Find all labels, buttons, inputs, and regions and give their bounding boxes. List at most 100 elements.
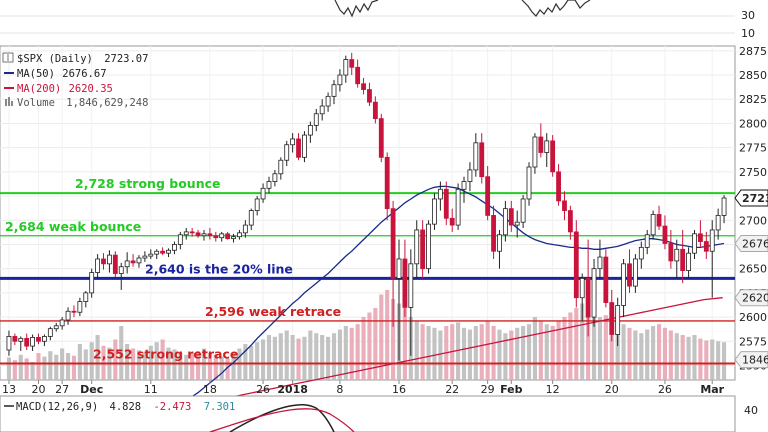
candle-body-up: [650, 214, 656, 236]
candle: [437, 181, 443, 211]
volume-bar: [36, 353, 41, 380]
candle-body-up: [497, 234, 502, 252]
candle: [508, 200, 514, 232]
volume-bar: [272, 336, 277, 380]
volume-bar: [651, 326, 656, 380]
candle-body-down: [195, 232, 201, 237]
date-axis: 132027Dec11182620188162229Feb122026Mar12…: [2, 380, 725, 396]
candle: [621, 258, 626, 318]
indicator-line-2: [521, 0, 591, 17]
candle-body-down: [449, 217, 455, 226]
price-tick-2825: 2825: [739, 93, 767, 106]
volume-bar: [278, 333, 283, 380]
candle-body-down: [207, 233, 213, 237]
volume-bar: [438, 330, 443, 380]
candle-body-up: [290, 138, 296, 146]
candle-body-up: [47, 328, 53, 337]
candle: [237, 229, 242, 240]
candle: [414, 220, 420, 279]
volume-bar: [48, 351, 53, 380]
candle: [550, 135, 556, 177]
candle-body-up: [30, 337, 36, 347]
candle-body-down: [567, 210, 573, 233]
volume-bar: [568, 312, 573, 380]
candle-body-up: [709, 229, 715, 252]
candle: [632, 254, 638, 293]
top-tick-10: 10: [741, 27, 755, 40]
candle: [514, 210, 520, 238]
candle-body-up: [343, 59, 349, 76]
x-label-26: 26: [256, 383, 270, 396]
candle: [254, 196, 260, 216]
volume-bar: [349, 327, 354, 380]
candle-body-up: [142, 255, 148, 259]
candle-body-down: [24, 337, 30, 347]
candle: [24, 333, 30, 350]
candle: [101, 253, 106, 270]
candle-body-up: [408, 263, 414, 308]
candle: [627, 249, 632, 293]
volume-bar: [95, 335, 100, 380]
volume-bar: [113, 339, 118, 380]
candle: [272, 169, 278, 187]
candle: [284, 140, 290, 167]
candle-body-up: [302, 134, 307, 158]
candle: [260, 183, 266, 203]
legend-ma50-value: 2676.67: [62, 68, 106, 80]
level-label-2728: 2,728 strong bounce: [75, 176, 220, 191]
candle: [396, 239, 402, 361]
volume-bar: [373, 308, 378, 380]
candle-body-up: [437, 188, 443, 200]
candle: [372, 96, 378, 124]
macd-value-2: -2.473: [153, 401, 191, 413]
candle: [408, 249, 414, 356]
candle: [278, 157, 284, 180]
candle-body-up: [231, 236, 236, 240]
candle-body-down: [603, 256, 609, 303]
volume-bar: [680, 335, 685, 380]
volume-bar: [172, 349, 177, 380]
candle: [573, 220, 579, 308]
top-tick-30: 30: [741, 9, 755, 22]
volume-bar: [597, 317, 603, 380]
candle: [680, 229, 686, 284]
candle-body-down: [160, 250, 166, 254]
x-label-11: 11: [144, 383, 158, 396]
candle: [177, 231, 183, 250]
legend-volume-label: Volume: [17, 97, 55, 109]
candle-body-up: [59, 319, 65, 327]
candle-body-up: [95, 258, 101, 273]
candle-body-up: [83, 292, 89, 302]
candle-body-down: [573, 231, 579, 299]
candle: [449, 208, 455, 232]
volume-bar: [550, 326, 555, 380]
candle-body-down: [213, 235, 219, 239]
candle-body-down: [355, 66, 361, 85]
volume-bar: [532, 317, 537, 380]
candle: [538, 123, 544, 158]
candle: [443, 181, 449, 226]
candle-body-up: [396, 258, 402, 279]
price-tick-2700: 2700: [739, 214, 767, 227]
candle-body-up: [53, 325, 59, 330]
volume-bar: [343, 326, 348, 380]
volume-bar: [337, 329, 342, 380]
candle-body-down: [550, 140, 556, 173]
candle: [526, 162, 532, 206]
candle-body-down: [680, 248, 686, 272]
candle: [390, 200, 396, 327]
legend-ma200-value: 2620.35: [69, 83, 113, 95]
volume-bar: [467, 329, 472, 380]
candle-body-up: [692, 233, 697, 254]
volume-bar: [225, 358, 230, 380]
volume-bar: [154, 342, 159, 380]
candle: [532, 133, 538, 174]
volume-bar: [586, 299, 591, 380]
volume-bar: [24, 358, 29, 380]
volume-bar: [326, 336, 331, 380]
volume-bar: [12, 360, 17, 380]
candle-body-up: [118, 266, 124, 274]
candle-body-up: [278, 159, 284, 175]
candle: [355, 59, 361, 88]
candle-body-down: [101, 258, 106, 265]
